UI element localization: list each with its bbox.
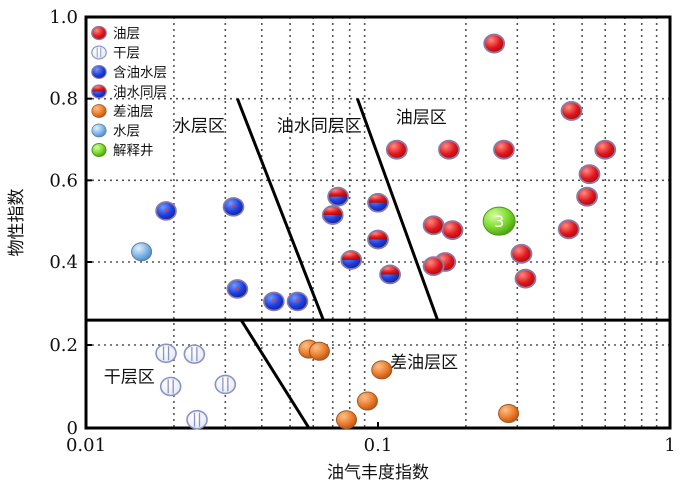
y-tick-label: 1.0: [49, 7, 78, 28]
point-oil: [422, 256, 445, 277]
legend-label: 水层: [113, 124, 140, 140]
region-label: 水层区: [174, 116, 225, 136]
legend-label: 油水同层: [113, 85, 167, 101]
point-poor_oil: [91, 104, 107, 118]
point-oilbearing_water: [155, 201, 177, 221]
boundary-lines: [236, 98, 440, 429]
y-tick-label: 0.4: [49, 252, 78, 273]
point-oil: [422, 215, 445, 236]
y-tick-label: 0.8: [49, 89, 78, 110]
legend-marker: [91, 84, 107, 99]
point-dry: [214, 374, 237, 395]
boundary-line: [239, 319, 311, 429]
grid: [86, 17, 670, 428]
point-dry: [159, 376, 182, 397]
legend-marker: [91, 25, 107, 41]
point-oilbearing_water: [286, 291, 309, 312]
point-oil: [560, 101, 583, 121]
legend-item: 干层: [91, 45, 140, 62]
point-oil: [483, 33, 506, 54]
legend-marker: [91, 45, 107, 60]
legend-label: 油层: [113, 26, 140, 42]
y-tick-label: 0.6: [49, 170, 78, 191]
axis-ticks: 0.01 0.1 1 0 0.2 0.4 0.6 0.8 1.0: [49, 7, 675, 456]
point-oil_water: [340, 250, 363, 270]
point-oilbearing_water: [91, 64, 107, 80]
region-label: 油层区: [396, 108, 447, 128]
x-tick-label: 1: [664, 435, 675, 456]
region-label: 差油层区: [390, 353, 458, 373]
point-oilbearing_water: [263, 291, 285, 312]
legend-item: 含油水层: [91, 64, 167, 81]
data-points: 3: [131, 33, 617, 430]
point-poor_oil: [498, 403, 520, 423]
x-tick-label: 0.1: [364, 435, 393, 456]
point-label: 3: [494, 212, 504, 231]
point-oil: [510, 243, 533, 264]
region-label: 油水同层区: [277, 116, 362, 136]
point-oil: [493, 139, 515, 160]
legend-marker: [91, 104, 107, 118]
point-oilbearing_water: [222, 197, 245, 217]
point-poor_oil: [356, 391, 378, 411]
point-oil_water: [367, 192, 389, 213]
point-oilbearing_water: [226, 279, 249, 299]
point-dry: [183, 344, 206, 364]
legend-item: 油层: [91, 25, 140, 42]
legend-marker: [91, 64, 107, 80]
legend-label: 含油水层: [113, 65, 167, 81]
legend-item: 油水同层: [91, 84, 167, 101]
point-oil: [576, 186, 598, 207]
point-poor_oil: [335, 410, 357, 430]
legend-item: 差油层: [91, 104, 154, 120]
point-poor_oil: [308, 341, 330, 361]
y-tick-label: 0: [67, 418, 78, 439]
legend-item: 解释井: [91, 143, 154, 159]
point-oil: [594, 139, 617, 160]
x-axis-label: 油气丰度指数: [327, 463, 429, 483]
legend-item: 水层: [91, 123, 140, 140]
legend-label: 解释井: [113, 143, 154, 159]
point-oil: [578, 164, 601, 185]
point-oil_water: [321, 205, 344, 225]
point-oil_water: [379, 264, 401, 285]
region-label: 干层区: [104, 367, 155, 387]
point-oil_water: [91, 84, 107, 99]
point-poor_oil: [371, 360, 393, 380]
point-oil_water: [367, 229, 389, 250]
point-water: [91, 123, 107, 138]
point-dry: [91, 45, 107, 60]
point-interp: 3: [482, 206, 516, 236]
boundary-line: [355, 98, 440, 321]
point-oil_water: [327, 186, 349, 207]
legend-marker: [91, 123, 107, 138]
point-dry: [186, 409, 208, 430]
point-oil: [385, 139, 408, 160]
point-oil: [441, 220, 464, 241]
point-water: [131, 242, 153, 262]
y-axis-label: 物性指数: [7, 189, 27, 257]
point-oil: [438, 139, 460, 160]
point-oil: [514, 268, 537, 289]
y-tick-label: 0.2: [49, 335, 78, 356]
point-dry: [155, 343, 177, 364]
legend-marker: [91, 143, 107, 157]
legend-label: 差油层: [113, 104, 154, 120]
point-oil: [91, 25, 107, 41]
point-oil: [557, 219, 580, 240]
x-tick-label: 0.01: [66, 435, 106, 456]
boundary-line: [236, 98, 325, 321]
legend-label: 干层: [113, 46, 140, 62]
